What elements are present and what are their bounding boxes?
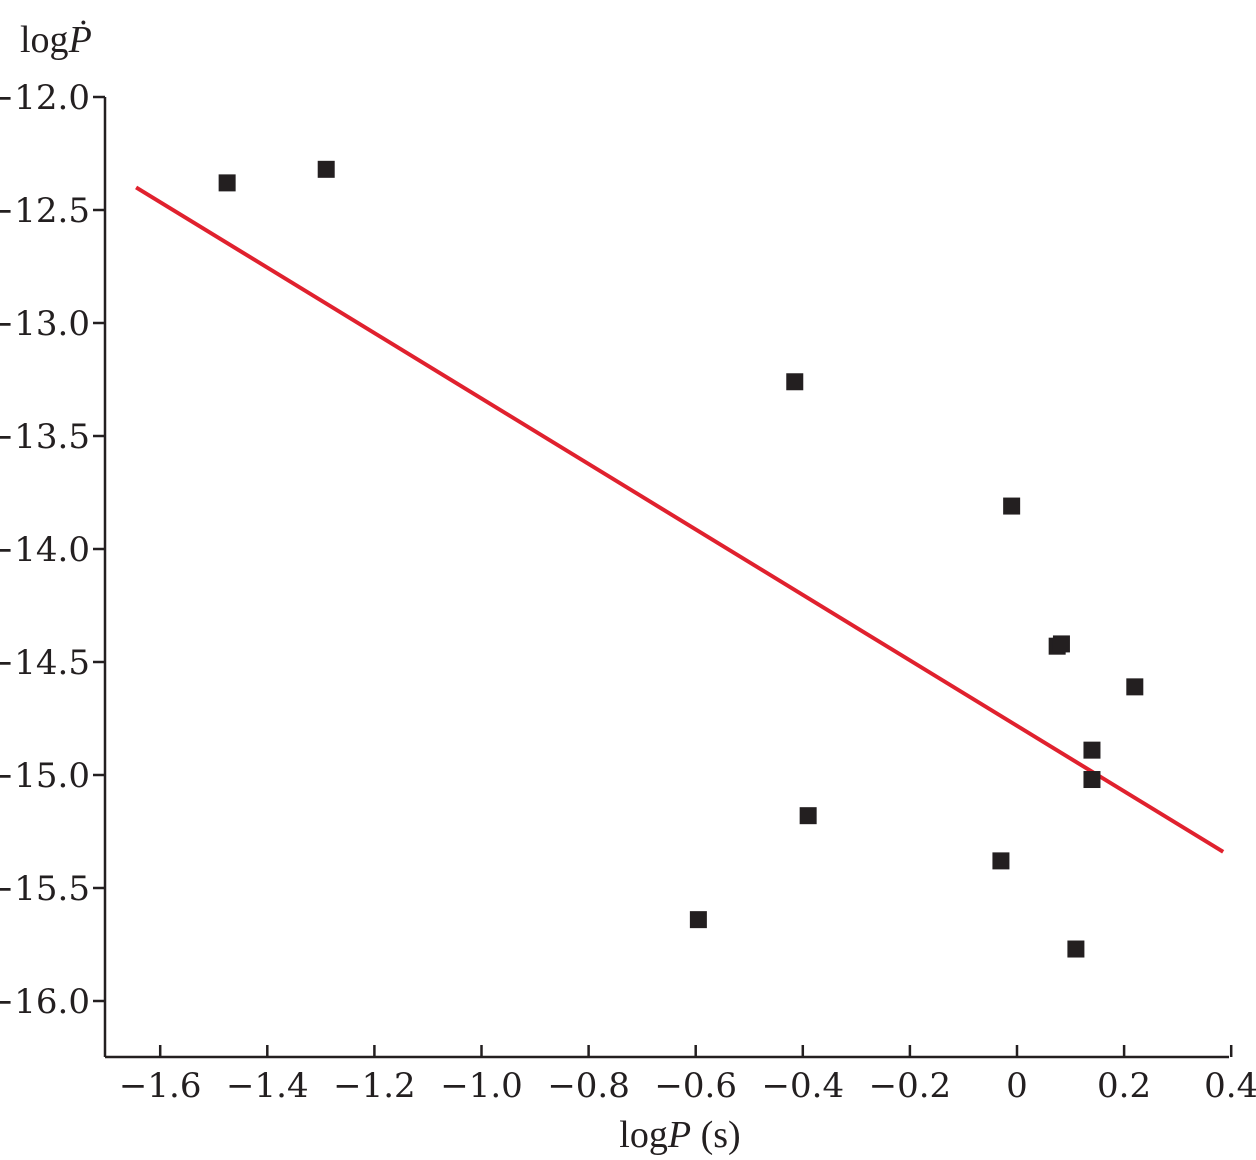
x-tick-label: 0.2: [1097, 1066, 1151, 1106]
y-tick-label: −12.5: [0, 191, 90, 231]
y-axis-label: logṖ: [20, 19, 92, 61]
x-tick-label: −1.0: [440, 1066, 523, 1106]
fit-line-group: [135, 185, 1225, 854]
x-tick-label: −1.6: [119, 1066, 202, 1106]
x-axis-label-variable: P: [667, 1114, 691, 1156]
x-tick-label: −0.6: [654, 1066, 737, 1106]
y-axis-label-variable: Ṗ: [68, 19, 92, 61]
x-tick-label: −0.8: [547, 1066, 630, 1106]
y-tick-label: −15.5: [0, 869, 90, 909]
x-axis-label: logP (s): [619, 1114, 740, 1156]
data-point: [218, 174, 236, 192]
y-tick-label: −15.0: [0, 756, 90, 796]
data-point: [1083, 741, 1101, 759]
x-ticks: −1.6 −1.4 −1.2 −1.0 −0.8 −0.6 −0.4 −0.2 0 0.2 0.4: [119, 1045, 1256, 1106]
data-point: [689, 911, 707, 929]
data-point: [1083, 771, 1101, 789]
axes: [103, 97, 1229, 1059]
data-point: [1126, 678, 1144, 696]
data-point: [786, 373, 804, 391]
y-tick-label: −16.0: [0, 982, 90, 1022]
x-tick-label: 0: [1006, 1066, 1028, 1106]
x-tick-label: −0.2: [869, 1066, 952, 1106]
data-point: [992, 852, 1010, 870]
data-point: [317, 160, 335, 178]
y-tick-label: −13.5: [0, 417, 90, 457]
x-tick-label: −1.4: [226, 1066, 309, 1106]
data-point: [799, 807, 817, 825]
x-axis-label-prefix: log: [619, 1114, 668, 1156]
data-point: [1067, 940, 1085, 958]
x-tick-label: 0.4: [1204, 1066, 1256, 1106]
data-point: [1052, 635, 1070, 653]
x-tick-label: −1.2: [333, 1066, 416, 1106]
x-tick-label: −0.4: [762, 1066, 845, 1106]
y-ticks: −12.0 −12.5 −13.0 −13.5 −14.0 −14.5 −15.0 −15.5…: [0, 78, 105, 1022]
data-point: [1003, 497, 1021, 515]
y-tick-label: −14.0: [0, 530, 90, 570]
y-tick-label: −13.0: [0, 304, 90, 344]
fit-line: [135, 185, 1225, 854]
y-tick-label: −14.5: [0, 643, 90, 683]
data-points: [218, 160, 1144, 958]
y-tick-label: −12.0: [0, 78, 90, 118]
x-axis-label-unit: (s): [691, 1114, 741, 1156]
y-axis-label-prefix: log: [20, 19, 69, 61]
